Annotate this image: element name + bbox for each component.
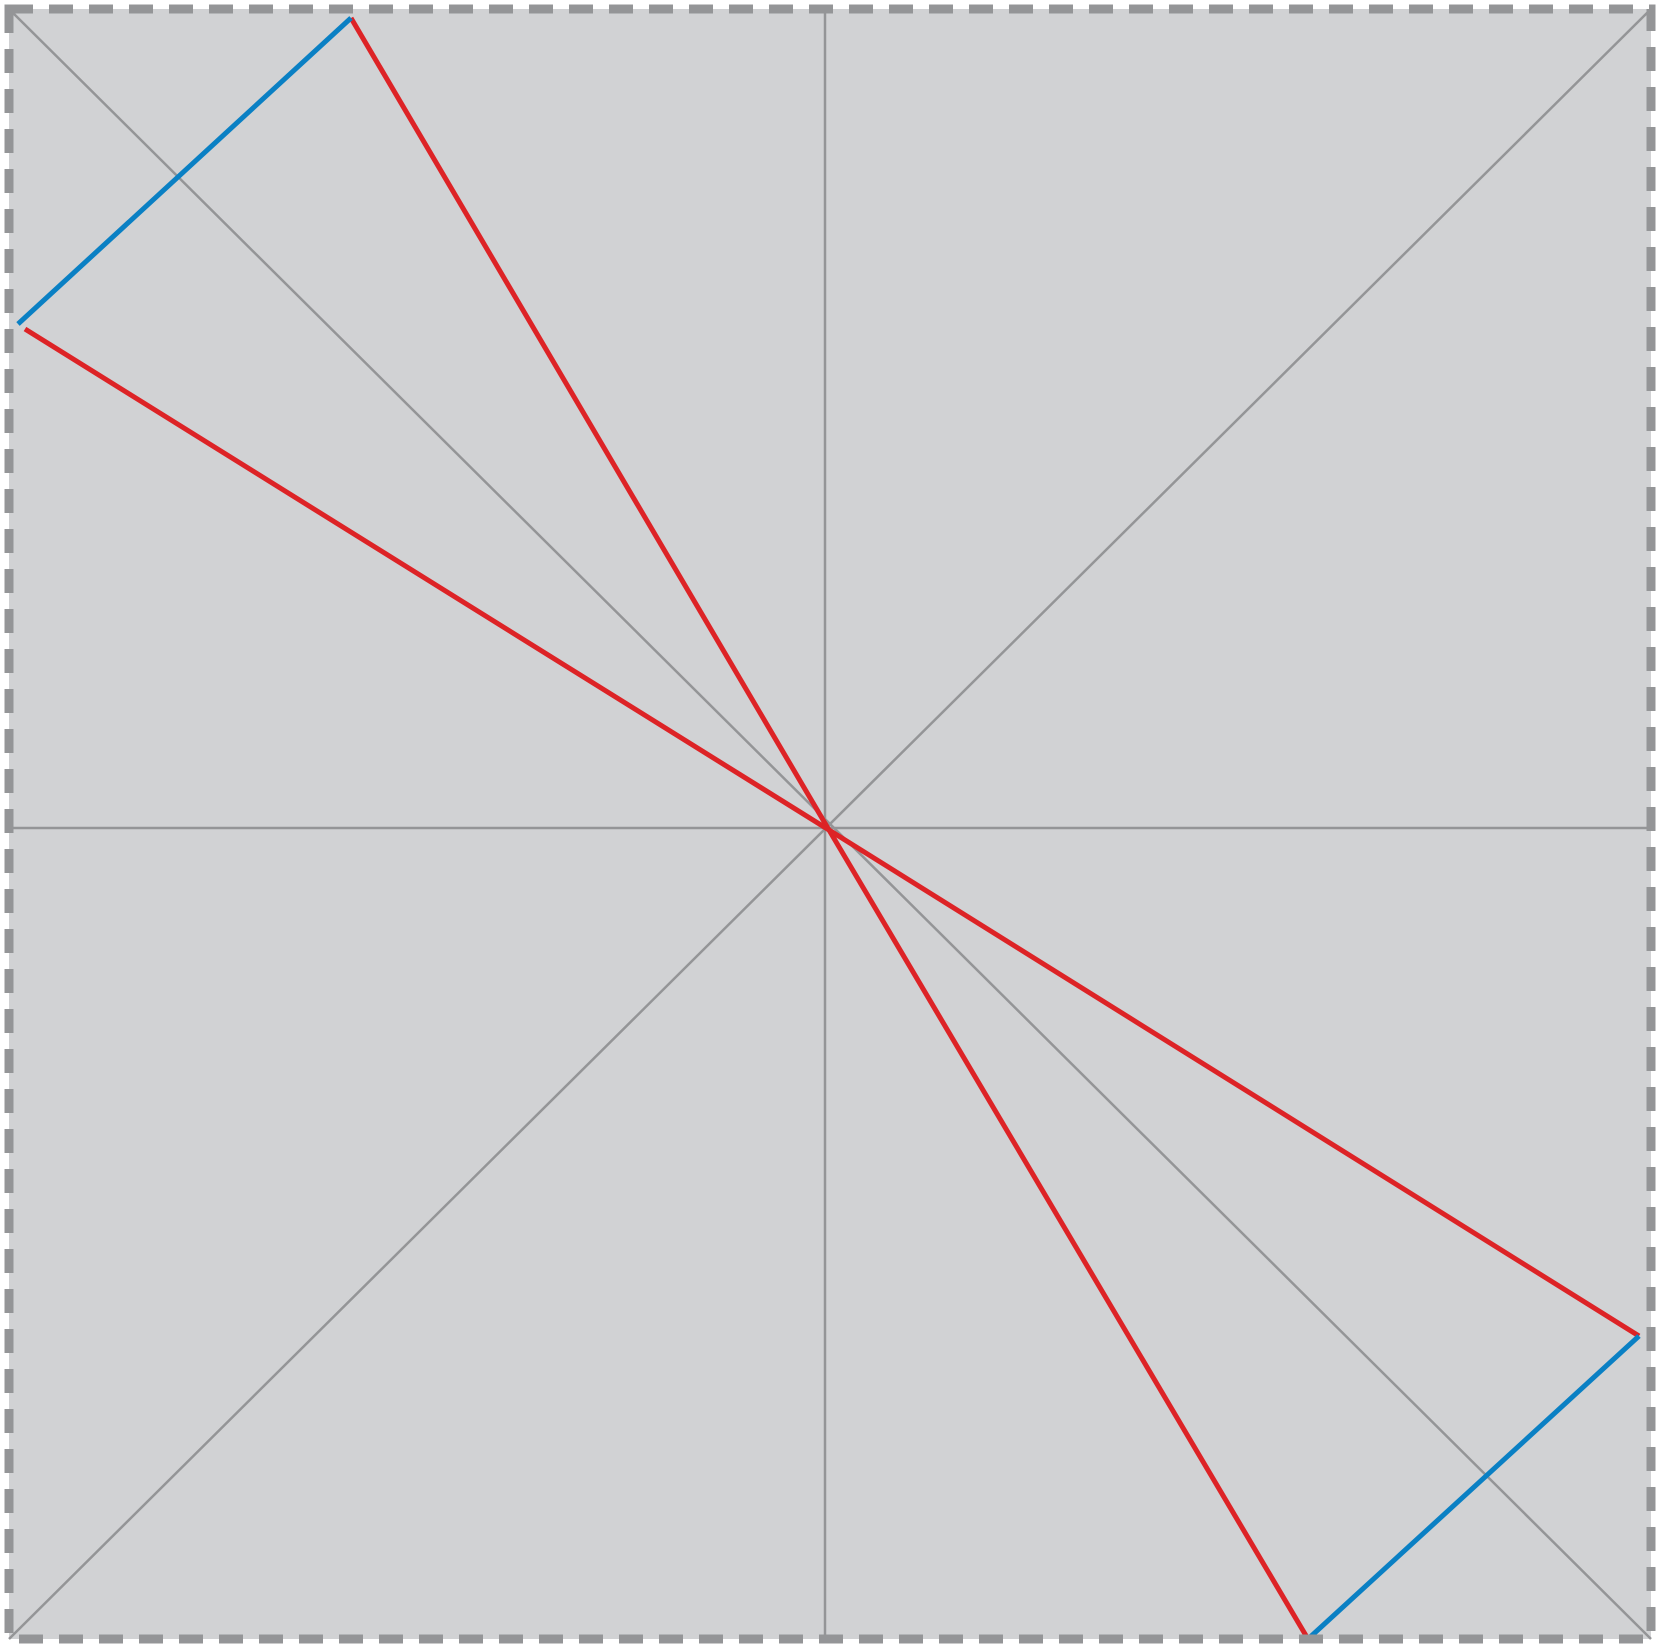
valley-folds [16,16,1641,1641]
valley-fold-top-left [16,16,353,326]
valley-fold-bottom-right [1306,1334,1641,1641]
mountain-fold-upper-shallow [23,326,831,833]
diagonal-line-bottom-left [8,8,1652,1640]
mountain-folds [23,16,1641,1641]
mountain-fold-lower-steep [826,828,1311,1641]
mountain-fold-upper-steep [348,16,832,832]
mountain-fold-lower-shallow [827,827,1641,1339]
dashed-border [4,4,1656,1644]
